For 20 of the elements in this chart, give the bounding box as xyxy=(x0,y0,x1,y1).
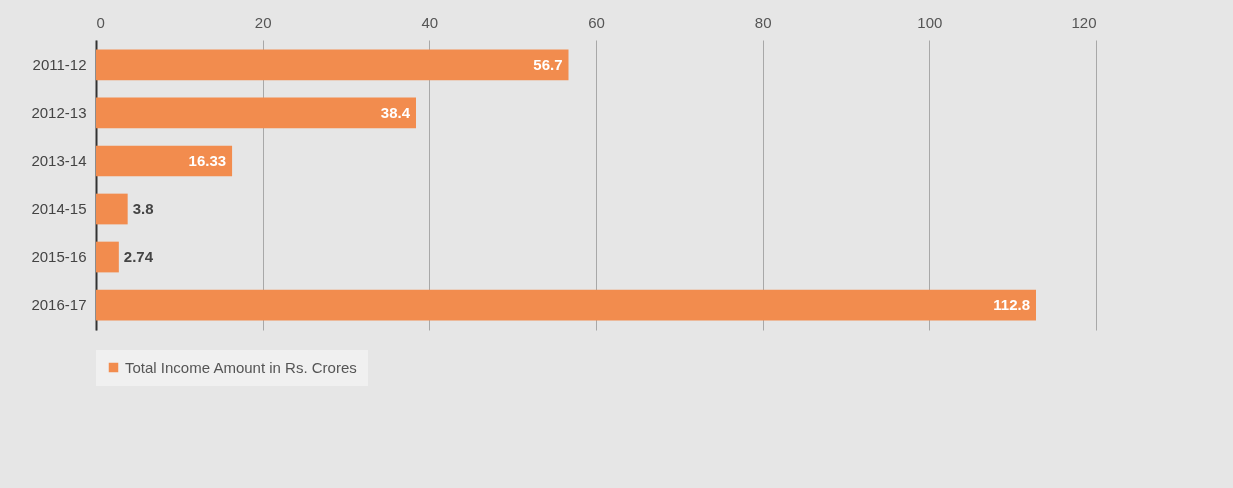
x-tick-label: 20 xyxy=(254,13,272,31)
data-label: 56.7 xyxy=(533,55,563,73)
data-label: 16.33 xyxy=(188,151,227,169)
x-tick-label: 100 xyxy=(917,13,943,31)
x-tick-label: 80 xyxy=(754,13,772,31)
legend-label: Total Income Amount in Rs. Crores xyxy=(125,358,357,376)
data-label: 38.4 xyxy=(380,103,411,121)
x-tick-label: 60 xyxy=(588,13,605,31)
data-label: 3.8 xyxy=(132,200,154,218)
data-label: 112.8 xyxy=(993,296,1030,314)
x-tick-label: 0 xyxy=(96,13,105,31)
y-tick-label: 2013-14 xyxy=(31,151,87,169)
y-tick-label: 2012-13 xyxy=(31,103,87,121)
y-tick-label: 2014-15 xyxy=(31,200,87,218)
y-tick-label: 2016-17 xyxy=(31,296,87,314)
y-tick-label: 2015-16 xyxy=(31,248,87,266)
x-tick-label: 120 xyxy=(1071,13,1097,31)
y-tick-label: 2011-12 xyxy=(32,55,87,73)
x-tick-label: 40 xyxy=(421,13,439,31)
data-label: 2.74 xyxy=(123,248,154,266)
